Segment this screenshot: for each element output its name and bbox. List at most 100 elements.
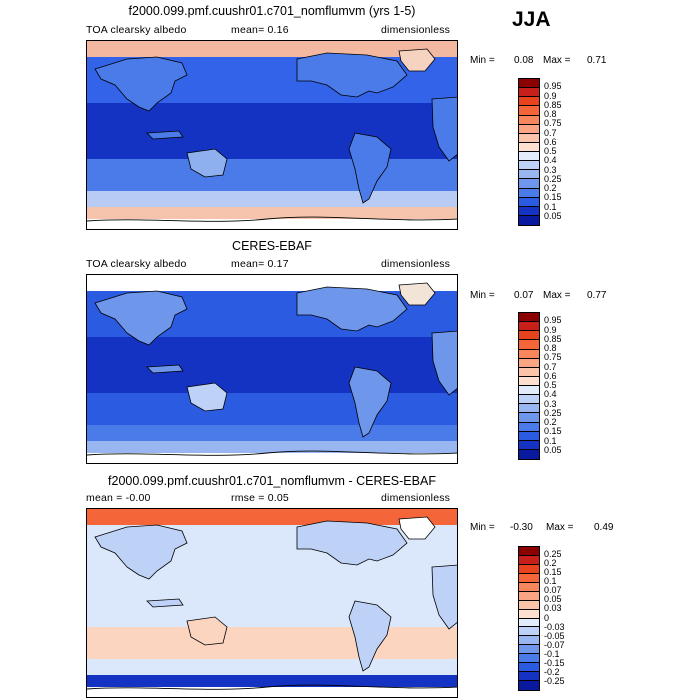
panel-1-map — [86, 40, 458, 230]
map-band-south-mid — [87, 393, 457, 425]
colorbar-swatch — [519, 206, 539, 216]
colorbar-tick-label: 0.8 — [544, 109, 557, 119]
colorbar-swatch — [519, 331, 539, 341]
colorbar-swatch — [519, 547, 539, 556]
colorbar-tick-label: 0.3 — [544, 164, 557, 175]
season-label: JJA — [512, 8, 551, 31]
continent-south-america — [348, 600, 392, 672]
colorbar-swatch — [519, 376, 539, 386]
colorbar-tick-label: -0.03 — [544, 621, 565, 632]
panel-2-mean-label: mean= 0.17 — [231, 258, 289, 270]
colorbar-swatch — [519, 440, 539, 450]
continent-australia — [186, 148, 228, 178]
panel-1-colorbar — [518, 78, 540, 226]
map-band-tropics — [87, 337, 457, 393]
colorbar-swatch — [519, 106, 539, 116]
map-band-antarctic — [87, 219, 457, 229]
continent-south-america — [348, 366, 392, 438]
colorbar-swatch — [519, 672, 539, 682]
panel-3-colorbar — [518, 546, 540, 691]
map-band-south-mid — [87, 627, 457, 659]
colorbar-tick-label: -0.25 — [544, 675, 565, 686]
map-band-antarctic — [87, 687, 457, 697]
colorbar-swatch — [519, 179, 539, 189]
colorbar-tick-label: 0.3 — [544, 398, 557, 409]
panel-3-min-label: Min = — [470, 522, 495, 533]
antarctic-coastline — [87, 450, 457, 456]
panel-1-units-label: dimensionless — [381, 24, 451, 36]
colorbar-swatch — [519, 215, 539, 225]
colorbar-swatch — [519, 170, 539, 180]
colorbar-tick-label: 0.85 — [544, 333, 562, 344]
colorbar-swatch — [519, 88, 539, 98]
continent-north-america — [94, 524, 188, 580]
map-band-antarctic-edge — [87, 675, 457, 687]
panel-2-variable-label: TOA clearsky albedo — [86, 258, 187, 270]
colorbar-swatch — [519, 431, 539, 441]
colorbar-tick-label: 0.5 — [544, 380, 557, 390]
colorbar-swatch — [519, 449, 539, 459]
map-band-arctic — [87, 275, 457, 291]
colorbar-swatch — [519, 115, 539, 125]
colorbar-swatch — [519, 142, 539, 152]
continent-indonesia — [146, 364, 184, 374]
continent-south-america — [348, 132, 392, 204]
panel-2-min-value: 0.07 — [514, 290, 534, 301]
colorbar-tick-label: 0.2 — [544, 417, 557, 427]
colorbar-swatch — [519, 188, 539, 198]
colorbar-tick-label: 0.6 — [544, 136, 557, 147]
continent-indonesia — [146, 598, 184, 608]
map-band-antarctic-edge — [87, 441, 457, 453]
panel-1-title: f2000.099.pmf.cuushr01.c701_nomflumvm (y… — [128, 4, 416, 18]
continent-greenland — [398, 282, 436, 306]
panel-2-min-label: Min = — [470, 290, 495, 301]
colorbar-swatch — [519, 97, 539, 107]
colorbar-tick-label: 0.05 — [544, 594, 562, 605]
panel-1-min-label: Min = — [470, 55, 495, 66]
colorbar-swatch — [519, 555, 539, 565]
map-canvas — [87, 275, 457, 463]
colorbar-swatch — [519, 591, 539, 601]
colorbar-tick-label: -0.1 — [544, 648, 560, 659]
colorbar-tick-label: 0.6 — [544, 370, 557, 381]
colorbar-tick-label: 0.2 — [544, 558, 557, 569]
continent-eurasia — [296, 52, 408, 98]
colorbar-tick-label: 0.7 — [544, 361, 557, 372]
colorbar-tick-label: 0.1 — [544, 576, 557, 587]
panel-2-map — [86, 274, 458, 464]
map-band-south-high — [87, 191, 457, 207]
panel-2-max-label: Max = — [543, 290, 571, 301]
map-band-south-high — [87, 425, 457, 441]
colorbar-tick-label: 0.7 — [544, 127, 557, 138]
panel-1-colorbar-ticks: 0.95 0.9 0.85 0.8 0.75 0.7 0.6 0.5 0.4 0.3 0.25 0.2… — [544, 78, 584, 226]
panel-2-max-value: 0.77 — [587, 290, 607, 301]
map-band-arctic — [87, 41, 457, 57]
colorbar-tick-label: 0.05 — [544, 210, 562, 221]
colorbar-tick-label: 0.25 — [544, 549, 562, 560]
continent-africa — [431, 564, 457, 630]
colorbar-tick-label: 0.1 — [544, 435, 557, 446]
colorbar-tick-label: 0.15 — [544, 567, 562, 578]
continent-north-america — [94, 290, 188, 346]
colorbar-swatch — [519, 627, 539, 637]
colorbar-tick-label: 0 — [544, 612, 550, 623]
colorbar-tick-label: 0.75 — [544, 118, 562, 129]
continent-north-america — [94, 56, 188, 112]
panel-3-map — [86, 508, 458, 698]
continent-eurasia — [296, 520, 408, 566]
colorbar-tick-label: 0.9 — [544, 90, 557, 101]
colorbar-swatch — [519, 197, 539, 207]
colorbar-swatch — [519, 349, 539, 359]
colorbar-tick-label: 0.1 — [544, 201, 557, 212]
colorbar-swatch — [519, 413, 539, 423]
colorbar-swatch — [519, 79, 539, 89]
map-band-south-mid — [87, 159, 457, 191]
colorbar-tick-label: 0.25 — [544, 407, 562, 418]
colorbar-swatch — [519, 404, 539, 414]
colorbar-tick-label: -0.2 — [544, 666, 560, 677]
map-band-tropics — [87, 103, 457, 159]
colorbar-tick-label: 0.95 — [544, 81, 562, 92]
colorbar-tick-label: 0.4 — [544, 155, 557, 166]
colorbar-swatch — [519, 367, 539, 377]
panel-1-variable-label: TOA clearsky albedo — [86, 24, 187, 36]
